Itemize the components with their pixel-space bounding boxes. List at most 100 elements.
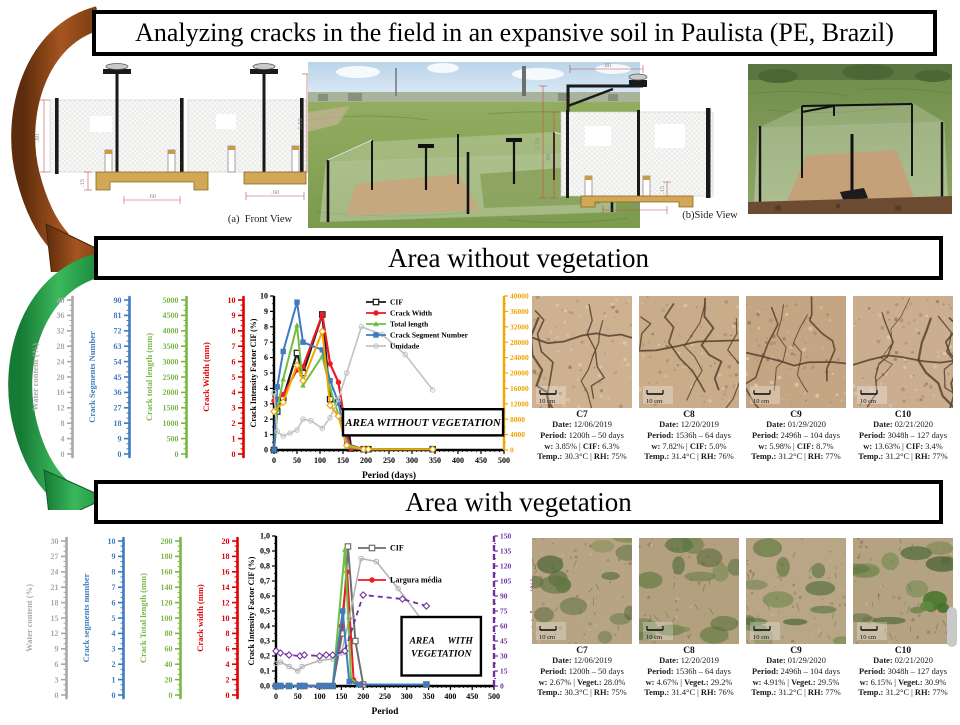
field-photo-side-view [748,64,952,219]
svg-text:10 cm: 10 cm [753,398,769,405]
soil-texture: 10 cm [639,296,739,408]
svg-text:15: 15 [500,667,508,676]
svg-text:50: 50 [294,692,302,701]
svg-text:4: 4 [232,388,236,397]
svg-text:10 cm: 10 cm [860,634,876,641]
svg-text:10 cm: 10 cm [539,398,555,405]
svg-text:20: 20 [57,373,65,382]
svg-text:1.10: 1.10 [534,138,541,149]
svg-text:Crack Total length (mm): Crack Total length (mm) [138,573,148,663]
svg-text:0: 0 [61,450,65,459]
svg-text:9: 9 [264,307,268,316]
scale-bar: 10 cm [536,386,566,405]
svg-text:Crack Width (mm): Crack Width (mm) [201,342,211,412]
svg-text:5000: 5000 [163,296,179,305]
svg-text:0,5: 0,5 [260,607,270,616]
svg-text:20000: 20000 [510,369,529,378]
svg-text:.60: .60 [631,203,639,210]
svg-text:0,3: 0,3 [260,637,270,646]
svg-text:2: 2 [232,419,236,428]
svg-text:9: 9 [118,434,122,443]
svg-text:450: 450 [466,692,478,701]
svg-text:10 cm: 10 cm [860,398,876,405]
svg-text:63: 63 [114,342,122,351]
svg-text:2: 2 [226,675,230,684]
svg-text:12000: 12000 [510,399,529,408]
svg-text:400: 400 [444,692,456,701]
vegetated-soil-texture: 10 cm [853,538,953,644]
side-view-svg: .80 1.10 .80 .15 .60 [527,56,727,214]
svg-text:0,7: 0,7 [260,577,270,586]
svg-text:0: 0 [169,691,173,700]
svg-text:450: 450 [475,456,487,465]
svg-text:.80: .80 [603,62,611,69]
svg-text:12: 12 [51,629,59,638]
scale-bar: 10 cm [643,622,673,641]
svg-text:50: 50 [293,456,301,465]
svg-text:10 cm: 10 cm [646,398,662,405]
svg-text:1: 1 [264,430,268,439]
svg-text:4: 4 [264,384,268,393]
svg-text:.15: .15 [79,179,86,187]
banner-without-text: Area without vegetation [388,243,649,274]
svg-text:2: 2 [112,660,116,669]
svg-text:160: 160 [161,568,173,577]
svg-text:WITH: WITH [448,636,474,646]
svg-text:0,1: 0,1 [260,667,270,676]
vegetated-soil-texture: 10 cm [639,538,739,644]
area-without-vegetation-banner: Area without vegetation [94,236,943,280]
svg-text:Crack segments number: Crack segments number [81,573,91,662]
svg-text:80: 80 [165,629,173,638]
svg-text:4: 4 [112,629,116,638]
photo-id: C10 [853,410,953,420]
svg-text:0: 0 [264,446,268,455]
fence-post [300,98,304,174]
svg-text:9: 9 [55,645,59,654]
svg-text:32: 32 [57,327,65,336]
svg-text:Crack total length (mm): Crack total length (mm) [144,333,154,421]
svg-text:.80: .80 [545,154,552,162]
svg-text:6: 6 [226,645,230,654]
x-axis-label: Period [372,707,400,717]
svg-text:135: 135 [500,547,512,556]
svg-text:1: 1 [112,675,116,684]
scrollbar-thumb[interactable] [947,607,957,647]
vegetated-soil-texture: 10 cm [746,538,846,644]
svg-text:3: 3 [112,645,116,654]
svg-text:72: 72 [114,327,122,336]
svg-text:150: 150 [335,692,347,701]
svg-text:8: 8 [264,322,268,331]
svg-text:8: 8 [232,327,236,336]
svg-text:3: 3 [264,399,268,408]
photo-image: 10 cm [746,538,846,644]
svg-text:Crack Segments Number: Crack Segments Number [87,331,97,423]
svg-text:90: 90 [114,296,122,305]
svg-text:7: 7 [232,342,236,351]
side-view-drawing: .80 1.10 .80 .15 .60 [527,56,727,219]
photo-image: 10 cm [532,538,632,644]
svg-text:300: 300 [401,692,413,701]
svg-text:8: 8 [112,568,116,577]
svg-text:150: 150 [337,456,349,465]
svg-text:Water content (%): Water content (%) [30,343,40,411]
front-view-svg: .80 1.10 .60 .15 .60 [20,56,310,216]
scale-bar: 10 cm [643,386,673,405]
svg-text:6: 6 [55,660,59,669]
svg-text:140: 140 [161,583,173,592]
svg-text:20: 20 [165,675,173,684]
svg-text:0: 0 [226,691,230,700]
svg-text:300: 300 [406,456,418,465]
svg-text:AREA: AREA [409,636,435,646]
svg-text:4: 4 [226,660,230,669]
